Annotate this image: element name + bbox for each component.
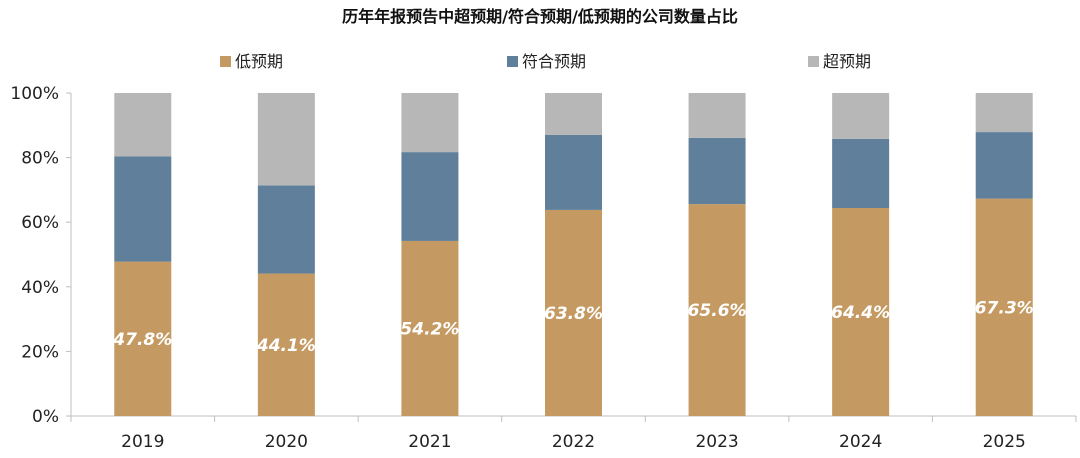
legend-swatch [220, 56, 231, 67]
bar-2019-series-2 [114, 93, 172, 157]
data-label: 47.8% [112, 330, 172, 350]
chart-title: 历年年报预告中超预期/符合预期/低预期的公司数量占比 [342, 7, 738, 26]
x-tick-label: 2025 [983, 432, 1026, 452]
bar-2020-series-2 [257, 93, 315, 186]
legend-label: 低预期 [235, 52, 283, 71]
y-tick-label: 80% [21, 149, 59, 169]
legend-label: 符合预期 [522, 52, 586, 71]
x-tick-label: 2019 [121, 432, 164, 452]
data-label: 65.6% [688, 301, 747, 321]
bar-2023-series-0 [688, 204, 746, 416]
bar-2019-series-1 [114, 156, 172, 262]
data-label: 67.3% [975, 298, 1034, 318]
bar-2021-series-2 [401, 93, 459, 153]
x-tick-label: 2023 [695, 432, 738, 452]
y-tick-label: 100% [10, 84, 59, 104]
bar-2020-series-0 [257, 273, 315, 416]
bar-2024-series-0 [832, 207, 890, 416]
bar-2019-series-0 [114, 261, 172, 416]
x-tick-label: 2024 [839, 432, 882, 452]
data-label: 54.2% [400, 319, 459, 339]
y-tick-label: 40% [21, 278, 59, 298]
legend-swatch [507, 56, 518, 67]
bar-2024-series-1 [832, 138, 890, 208]
bar-2022-series-2 [545, 93, 602, 135]
bar-2025-series-0 [975, 198, 1033, 416]
y-tick-label: 20% [21, 342, 59, 362]
data-labels: 47.8% 44.1% 54.2% 63.8% 65.6% 64.4% 67.3% [112, 298, 1033, 355]
bar-2025-series-1 [975, 132, 1033, 199]
bars [114, 93, 1033, 416]
data-label: 63.8% [544, 304, 603, 324]
bar-2021-series-1 [401, 152, 459, 241]
data-label: 64.4% [831, 303, 890, 323]
bar-2023-series-1 [688, 137, 746, 205]
bar-2020-series-1 [257, 185, 315, 274]
x-tick-label: 2022 [552, 432, 595, 452]
bar-2021-series-0 [401, 240, 459, 416]
data-label: 44.1% [256, 336, 316, 356]
legend: 低预期 符合预期 超预期 [220, 52, 871, 71]
x-tick-label: 2020 [265, 432, 308, 452]
bar-2023-series-2 [688, 93, 746, 138]
bar-2022-series-1 [545, 134, 602, 210]
y-tick-label: 0% [32, 407, 59, 427]
bar-2024-series-2 [832, 93, 890, 139]
bar-2025-series-2 [975, 93, 1033, 133]
bar-2022-series-0 [545, 209, 602, 416]
x-tick-label: 2021 [408, 432, 451, 452]
legend-swatch [808, 56, 819, 67]
y-tick-label: 60% [21, 213, 59, 233]
legend-label: 超预期 [823, 52, 871, 71]
